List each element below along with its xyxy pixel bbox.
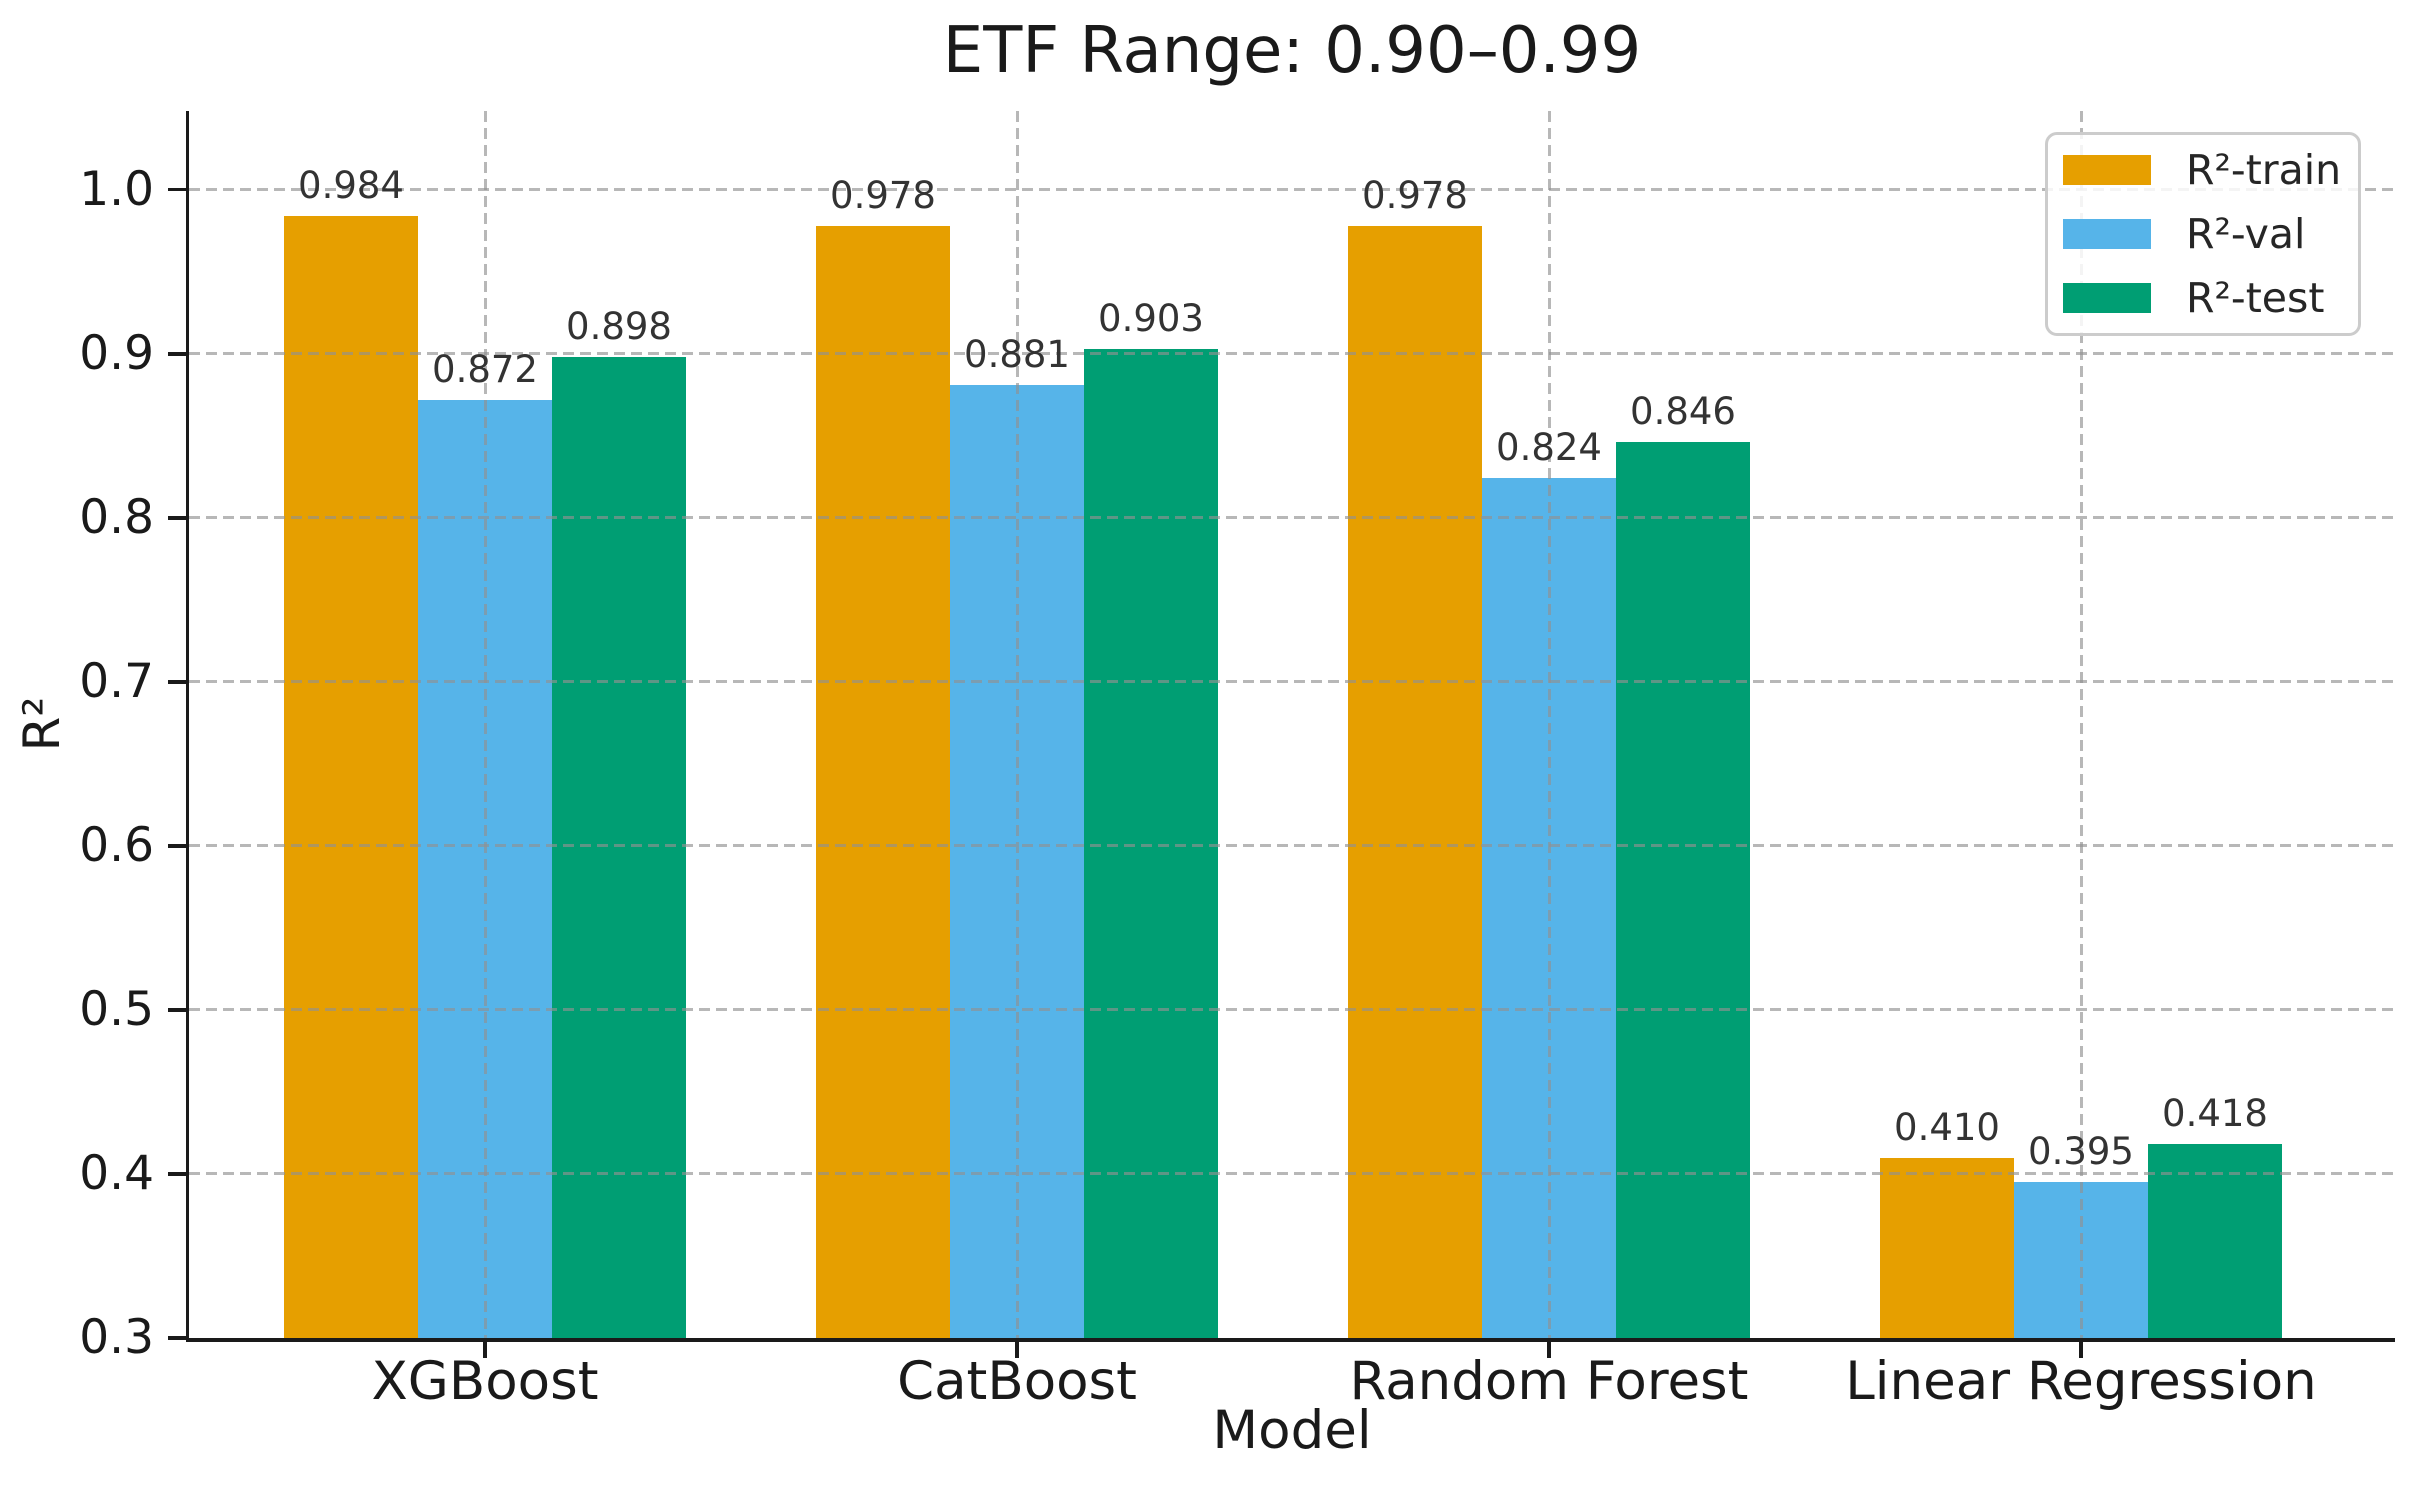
y-tick-label: 0.7 (79, 653, 154, 709)
y-tick (168, 844, 186, 848)
gridline-vertical (2079, 111, 2083, 1338)
value-label-r-test-catboost: 0.903 (1098, 296, 1204, 340)
x-tick-label-random-forest: Random Forest (1349, 1351, 1749, 1412)
bar-r-test-linear-regression (2148, 1144, 2282, 1338)
y-tick (168, 516, 186, 520)
legend-swatch-r-val (2063, 219, 2151, 249)
legend-label: R²-test (2186, 274, 2325, 322)
value-label-r-test-xgboost: 0.898 (566, 305, 672, 349)
y-tick (168, 1008, 186, 1012)
value-label-r-train-catboost: 0.978 (830, 173, 936, 217)
x-tick (483, 1341, 487, 1358)
bar-r-train-xgboost (284, 215, 418, 1338)
axis-bottom-spine (185, 1338, 2395, 1342)
y-tick-label: 0.6 (79, 817, 154, 873)
x-tick-label-linear-regression: Linear Regression (1845, 1351, 2317, 1412)
y-tick (168, 680, 186, 684)
value-label-r-val-xgboost: 0.872 (432, 347, 538, 391)
x-axis-label: Model (1212, 1400, 1372, 1461)
x-tick (1547, 1341, 1551, 1358)
gridline-horizontal (189, 516, 2395, 520)
bar-r-train-linear-regression (1880, 1157, 2014, 1338)
y-tick (168, 352, 186, 356)
chart-title: ETF Range: 0.90–0.99 (942, 14, 1642, 88)
legend-swatch-r-train (2063, 155, 2151, 185)
value-label-r-val-linear-regression: 0.395 (2028, 1130, 2134, 1174)
legend-label: R²-val (2186, 210, 2306, 258)
value-label-r-train-random-forest: 0.978 (1362, 173, 1468, 217)
y-tick (168, 187, 186, 192)
axis-left-spine (185, 111, 189, 1342)
y-tick-label: 0.4 (79, 1145, 154, 1201)
gridline-horizontal (189, 844, 2395, 848)
gridline-horizontal (189, 188, 2395, 192)
gridline-horizontal (189, 1008, 2395, 1012)
value-label-r-train-linear-regression: 0.410 (1894, 1105, 2000, 1149)
y-tick-label: 0.5 (79, 981, 154, 1037)
gridline-horizontal (189, 352, 2395, 356)
value-label-r-test-linear-regression: 0.418 (2162, 1092, 2268, 1136)
bar-r-train-random-forest (1348, 225, 1482, 1338)
value-label-r-val-random-forest: 0.824 (1496, 426, 1602, 470)
y-tick-label: 0.9 (79, 325, 154, 381)
legend-item-r-train: R²-train (2063, 138, 2358, 202)
bar-r-test-xgboost (552, 357, 686, 1338)
gridline-vertical (483, 111, 487, 1338)
y-tick (168, 1172, 186, 1176)
x-tick-label-xgboost: XGBoost (371, 1351, 599, 1412)
gridline-vertical (1015, 111, 1019, 1338)
legend: R²-train R²-val R²-test (2045, 132, 2361, 336)
x-tick (2079, 1341, 2083, 1358)
x-tick (1015, 1341, 1019, 1358)
gridline-horizontal (189, 1172, 2395, 1176)
x-tick-label-catboost: CatBoost (897, 1351, 1137, 1412)
bar-r-test-random-forest (1616, 442, 1750, 1338)
y-tick-label: 0.3 (79, 1310, 154, 1365)
y-tick-label: 0.8 (79, 489, 154, 545)
value-label-r-train-xgboost: 0.984 (298, 163, 404, 207)
legend-label: R²-train (2186, 146, 2342, 194)
legend-swatch-r-test (2063, 283, 2151, 313)
legend-item-r-val: R²-val (2063, 202, 2358, 266)
legend-item-r-test: R²-test (2063, 266, 2358, 330)
gridline-vertical (1547, 111, 1551, 1338)
bar-r-train-catboost (816, 225, 950, 1338)
y-tick-label: 1.0 (79, 161, 154, 217)
value-label-r-val-catboost: 0.881 (964, 332, 1070, 376)
y-tick (168, 1336, 186, 1340)
value-label-r-test-random-forest: 0.846 (1630, 390, 1736, 434)
gridline-horizontal (189, 680, 2395, 684)
